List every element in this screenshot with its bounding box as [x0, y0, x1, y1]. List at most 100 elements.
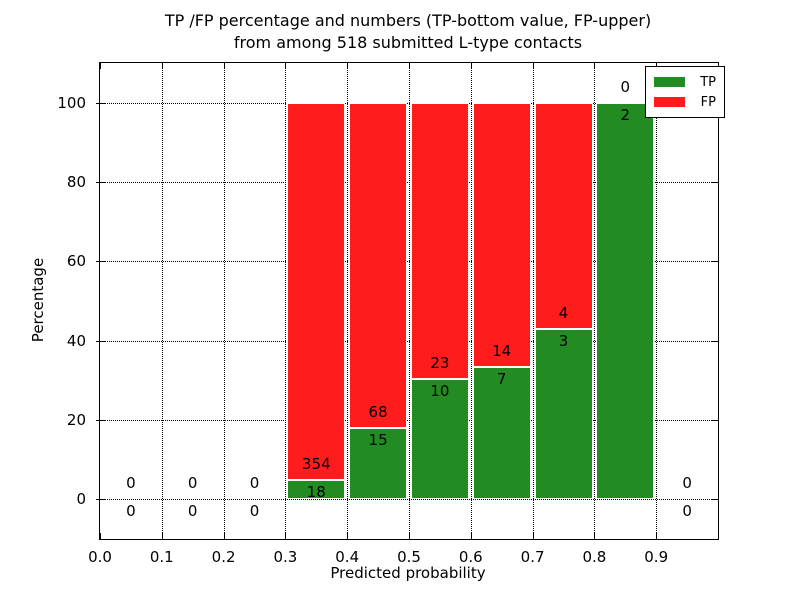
y-tick-mark: [712, 420, 718, 421]
y-tick-label: 40: [66, 331, 86, 350]
tp-count-label: 7: [496, 370, 507, 389]
tp-count-label: 0: [187, 502, 198, 521]
bar-fp: [472, 102, 531, 368]
chart-title-line1: TP /FP percentage and numbers (TP-bottom…: [164, 11, 652, 30]
tp-count-label: 0: [126, 502, 136, 521]
x-gridline: [223, 63, 225, 539]
fp-count-label: 68: [368, 402, 388, 421]
tp-count-label: 2: [620, 105, 631, 124]
tp-count-label: 0: [682, 502, 692, 521]
fp-count-label: 23: [430, 354, 450, 373]
x-tick-label: 0.1: [149, 548, 174, 566]
legend: TP FP: [645, 66, 725, 118]
x-gridline: [161, 63, 163, 539]
x-tick-mark: [223, 63, 225, 69]
x-tick-mark: [223, 533, 225, 539]
bar-tp: [349, 427, 408, 500]
x-gridline: [656, 63, 658, 539]
bar-tp: [596, 102, 655, 500]
fp-count-label: 0: [682, 474, 692, 493]
y-tick-mark: [96, 420, 106, 421]
fp-count-label: 0: [187, 474, 198, 493]
x-tick-label: 0.6: [458, 548, 483, 566]
y-tick-mark: [96, 182, 106, 183]
tp-count-label: 3: [558, 332, 569, 351]
x-gridline: [594, 63, 596, 539]
y-gridline: [100, 102, 718, 104]
y-tick-mark: [712, 182, 718, 183]
x-tick-mark: [161, 533, 163, 539]
tp-count-label: 0: [249, 502, 260, 521]
x-tick-label: 0.9: [644, 548, 669, 566]
y-tick-mark: [712, 261, 718, 263]
bar-fp: [534, 102, 593, 330]
x-tick-mark: [594, 533, 596, 539]
y-tick-label: 80: [66, 173, 86, 191]
x-tick-label: 0.5: [397, 548, 421, 566]
legend-item-fp: FP: [654, 92, 716, 112]
x-tick-label: 0.3: [273, 548, 298, 566]
plot-area: TP FP 0.0 0.1 0.2 0.3 0.4 0.5 0.6 0.7 0.8 0.9 0 20 4…: [57, 62, 725, 566]
bar-tp: [410, 379, 469, 500]
fp-count-label: 14: [492, 342, 512, 361]
x-tick-mark: [532, 533, 534, 539]
x-tick-mark: [532, 63, 534, 69]
legend-label-tp: TP: [700, 74, 716, 90]
fp-count-label: 0: [620, 77, 631, 96]
y-tick-label: 20: [66, 411, 86, 429]
x-tick-mark: [470, 63, 472, 69]
x-tick-label: 0.7: [520, 548, 545, 566]
x-tick-mark: [100, 533, 101, 539]
x-tick-mark: [285, 533, 287, 539]
x-tick-mark: [347, 533, 349, 539]
x-gridline: [532, 63, 534, 539]
bar-fp: [287, 102, 346, 481]
y-gridline: [100, 261, 718, 263]
x-tick-mark: [100, 63, 101, 69]
y-tick-mark: [712, 340, 718, 342]
fp-count-label: 354: [301, 455, 331, 474]
legend-item-tp: TP: [654, 72, 716, 92]
legend-label-fp: FP: [700, 94, 716, 110]
bar-tp: [287, 480, 346, 500]
bar-fp: [349, 102, 408, 428]
y-axis-label: Percentage: [29, 257, 47, 343]
x-gridline: [470, 63, 472, 539]
y-tick-mark: [96, 102, 106, 104]
chart-title: TP /FP percentage and numbers (TP-bottom…: [58, 10, 758, 55]
bar-tp: [534, 329, 593, 500]
x-tick-mark: [409, 63, 410, 69]
fp-count-label: 0: [249, 474, 260, 493]
x-tick-mark: [161, 63, 163, 69]
x-tick-mark: [470, 533, 472, 539]
x-axis-label: Predicted probability: [330, 564, 486, 582]
x-tick-mark: [656, 533, 658, 539]
x-tick-mark: [594, 63, 596, 69]
y-gridline: [100, 182, 718, 183]
y-tick-mark: [712, 499, 718, 501]
x-tick-label: 0.2: [211, 548, 236, 566]
x-tick-label: 0.4: [335, 548, 360, 566]
y-gridline: [100, 420, 718, 421]
y-tick-label: 60: [66, 252, 86, 271]
x-gridline: [409, 63, 410, 539]
y-tick-label: 0: [76, 490, 86, 509]
fp-count-label: 4: [558, 304, 569, 323]
y-tick-label: 100: [57, 93, 86, 112]
x-tick-mark: [347, 63, 349, 69]
y-tick-mark: [96, 261, 106, 263]
y-tick-mark: [96, 499, 106, 501]
x-gridline: [285, 63, 287, 539]
x-tick-mark: [409, 533, 410, 539]
x-tick-mark: [285, 63, 287, 69]
tp-count-label: 10: [430, 382, 450, 401]
x-tick-label: 0.8: [582, 548, 607, 566]
bar-tp: [472, 367, 531, 500]
y-gridline: [100, 340, 718, 342]
tp-count-label: 15: [368, 430, 388, 449]
x-tick-label: 0.0: [88, 548, 112, 566]
y-tick-mark: [96, 340, 106, 342]
x-gridline: [347, 63, 349, 539]
chart-title-line2: from among 518 submitted L-type contacts: [233, 33, 583, 53]
